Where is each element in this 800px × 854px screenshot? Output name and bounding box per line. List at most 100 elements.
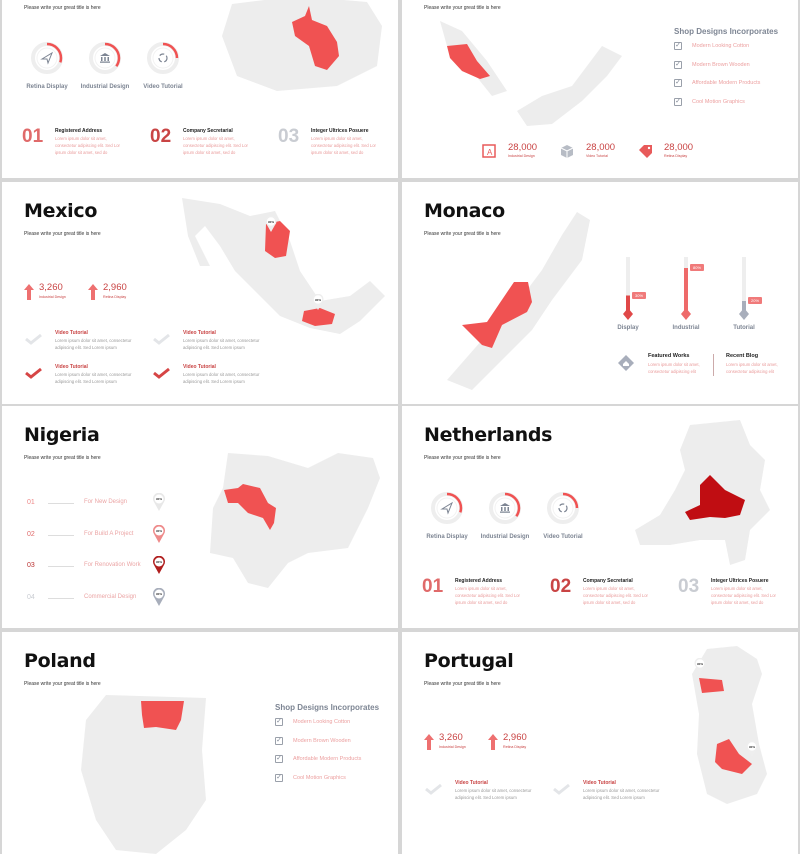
step-text: Lorem ipsum dolor sit amet, consectetur …: [55, 136, 120, 155]
step-number: 01: [22, 126, 44, 147]
list-divider: [48, 503, 74, 504]
pin-label: 90%: [749, 745, 756, 749]
map-pin-icon: [694, 657, 706, 674]
ring-label: Video Tutorial: [143, 84, 183, 90]
ring-label: Industrial Design: [480, 534, 530, 540]
feature-text: Lorem ipsum dolor sit amet, consectetur …: [183, 372, 260, 384]
checkbox-icon[interactable]: ✓: [275, 718, 283, 726]
progress-ring: [545, 490, 581, 526]
stat-label: Retina Display: [103, 295, 127, 299]
shop-item: Cool Motion Graphics: [692, 98, 745, 105]
stat-label: Industrial Design: [39, 295, 66, 299]
checkbox-icon[interactable]: ✓: [275, 755, 283, 763]
checkbox-icon[interactable]: ✓: [674, 79, 682, 87]
arrow-up-icon: [88, 284, 98, 300]
home-icon: [618, 355, 634, 371]
highlighted-region: [462, 282, 532, 348]
stat-value: 28,000: [508, 142, 538, 153]
arrow-up-icon: [24, 284, 34, 300]
pin-label: 90%: [156, 497, 163, 501]
step-text: Lorem ipsum dolor sit amet, consectetur …: [455, 586, 520, 605]
monaco-map: [442, 210, 592, 395]
slide-subtitle: Please write your great title is here: [24, 5, 101, 11]
stat-value: 3,260: [39, 282, 63, 293]
checkbox-icon[interactable]: ✓: [674, 60, 682, 69]
ring-label: Retina Display: [26, 84, 68, 90]
design-book-icon: A: [482, 144, 497, 159]
pin-label: 90%: [268, 220, 275, 224]
ring-label: Industrial Design: [80, 84, 130, 90]
feature-title: Video Tutorial: [55, 330, 88, 336]
stat-label: Industrial Design: [439, 745, 466, 749]
step-number: 01: [422, 576, 444, 597]
shop-item: Modern Brown Wooden: [293, 737, 351, 744]
checkbox-icon[interactable]: ✓: [275, 736, 283, 745]
map-pin-icon: [265, 215, 277, 232]
feature-text: Lorem ipsum dolor sit amet, consectetur …: [583, 788, 660, 800]
mexico-map: [180, 196, 386, 341]
slide-subtitle: Please write your great title is here: [424, 681, 501, 687]
step-title: Integer Ultrices Posuere: [711, 578, 769, 584]
list-label[interactable]: For New Design: [84, 499, 128, 505]
paper-plane-icon: [440, 501, 454, 515]
recycle-icon: [558, 503, 568, 513]
step-number: 02: [550, 576, 572, 597]
pin-label: 90%: [156, 560, 163, 564]
stat-label: Retina Display: [503, 745, 527, 749]
list-label[interactable]: For Renovation Work: [84, 562, 141, 568]
ring-progress-arc: [547, 492, 579, 524]
pin-label: 90%: [156, 528, 163, 533]
shop-heading: Shop Designs Incorporates: [674, 27, 779, 36]
map-pin-icon: [746, 740, 758, 757]
recycle-icon: [158, 53, 168, 63]
thermometer-bar: [622, 257, 634, 324]
checkbox-icon[interactable]: ✓: [275, 773, 283, 782]
slide-nigeria: Nigeria Please write your great title is …: [2, 406, 398, 628]
slide-malaysia: Please write your great title is here Sho…: [402, 0, 798, 178]
step-text: Lorem ipsum dolor sit amet, consectetur …: [583, 586, 648, 605]
slide-subtitle: Please write your great title is here: [24, 455, 101, 461]
step-title: Company Secretarial: [583, 578, 633, 584]
ring-progress-arc: [147, 42, 179, 74]
bar-label: Tutorial: [733, 325, 755, 331]
bank-icon: [500, 503, 510, 513]
checkbox-icon[interactable]: ✓: [674, 42, 682, 50]
list-label[interactable]: Commercial Design: [84, 593, 137, 600]
ring-label: Retina Display: [426, 534, 468, 540]
ring-progress-arc: [489, 492, 521, 524]
list-label[interactable]: For Build A Project: [84, 530, 134, 537]
list-divider: [48, 566, 74, 567]
divider: [713, 354, 714, 376]
feature-text: Lorem ipsum dolor sit amet, consectetur …: [183, 338, 260, 350]
slide-title: Portugal: [424, 650, 514, 672]
highlighted-region-north: [699, 678, 724, 693]
check-gray-icon: [552, 782, 572, 795]
feature-title: Video Tutorial: [183, 364, 216, 370]
stat-value: 2,960: [103, 282, 127, 293]
feature-title: Video Tutorial: [455, 780, 488, 786]
checkbox-icon[interactable]: ✓: [674, 97, 682, 106]
arrow-up-icon: [488, 734, 498, 750]
work-title: Featured Works: [648, 353, 690, 359]
country-map: [217, 0, 387, 96]
progress-ring: [87, 40, 123, 76]
highlighted-region: [141, 701, 184, 730]
slide-title: Mexico: [24, 200, 98, 222]
slide-region: Please write your great title is here Re…: [2, 0, 398, 178]
stat-value: 28,000: [586, 142, 616, 153]
bar-fill: [684, 268, 688, 312]
slide-poland: Poland Please write your great title is h…: [2, 632, 398, 854]
paper-plane-icon: [40, 51, 54, 65]
work-title: Recent Blog: [726, 353, 759, 359]
bar-value-badge: 20%: [748, 297, 763, 304]
pin-label: 90%: [315, 298, 322, 302]
slide-title: Monaco: [424, 200, 505, 222]
thermometer-bar: [680, 257, 692, 324]
feature-text: Lorem ipsum dolor sit amet, consectetur …: [55, 372, 132, 384]
list-number: 04: [27, 593, 35, 601]
map-pin-icon: [312, 293, 324, 310]
stat-label: Video Tutorial: [586, 154, 608, 158]
highlighted-region-south: [302, 308, 335, 326]
bar-label: Industrial: [672, 325, 700, 331]
stat-label: Retina Display: [664, 154, 688, 158]
